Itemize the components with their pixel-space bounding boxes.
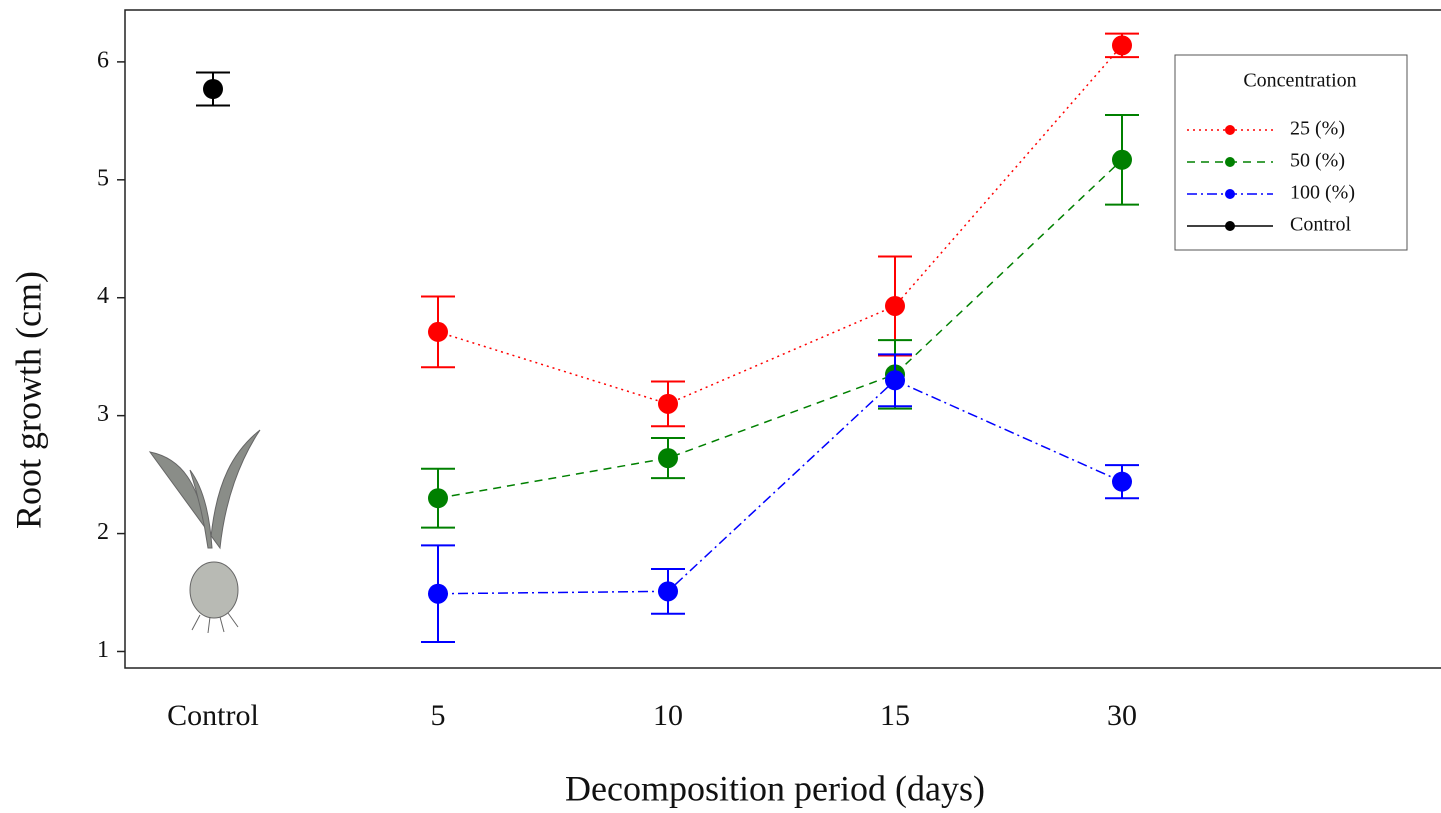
series-line [437, 379, 1123, 595]
legend-label: 25 (%) [1290, 118, 1345, 140]
data-point [428, 321, 448, 342]
data-point [658, 448, 678, 469]
legend-marker [1225, 189, 1235, 199]
y-tick-label: 5 [97, 165, 109, 191]
data-point [203, 79, 223, 100]
data-point [658, 393, 678, 414]
onion-illustration [148, 429, 261, 634]
legend-box [1174, 54, 1408, 251]
x-tick-label: 5 [431, 699, 446, 732]
data-point [428, 583, 448, 604]
x-tick-label: 30 [1107, 699, 1137, 732]
legend-title: Concentration [1243, 70, 1356, 92]
y-tick-label: 1 [97, 637, 109, 663]
x-tick-label: 15 [880, 699, 910, 732]
x-tick-label: Control [167, 699, 259, 732]
data-point [658, 581, 678, 602]
data-point [1112, 35, 1132, 56]
x-tick-label: 10 [653, 699, 683, 732]
legend-label: 100 (%) [1290, 182, 1355, 204]
series-line [437, 159, 1123, 499]
y-tick-label: 2 [97, 519, 109, 545]
legend-label: 50 (%) [1290, 150, 1345, 172]
y-tick-label: 6 [97, 47, 109, 73]
legend-marker [1225, 221, 1235, 231]
y-tick-label: 3 [97, 401, 109, 427]
legend-label: Control [1290, 214, 1352, 236]
legend-marker [1225, 125, 1235, 135]
data-point [885, 295, 905, 316]
plot-frame [124, 9, 1441, 669]
x-axis-label: Decomposition period (days) [565, 768, 985, 808]
series-line [437, 44, 1123, 405]
data-point [1112, 471, 1132, 492]
y-tick-label: 4 [97, 283, 109, 309]
y-axis-label: Root growth (cm) [8, 271, 48, 529]
data-point [428, 488, 448, 509]
legend-marker [1225, 157, 1235, 167]
data-point [1112, 149, 1132, 170]
data-point [885, 370, 905, 391]
